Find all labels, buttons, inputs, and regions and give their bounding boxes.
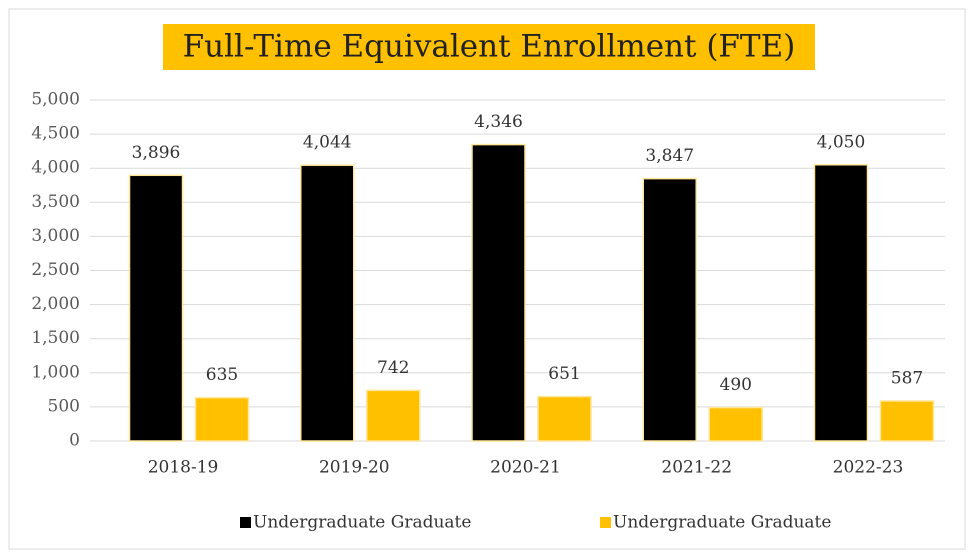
data-label: 4,050: [817, 132, 866, 152]
y-tick-label: 4,000: [31, 158, 80, 178]
bar: [194, 396, 250, 442]
x-tick-label: 2022-23: [833, 458, 904, 478]
data-label: 4,346: [474, 112, 523, 132]
data-label: 635: [206, 365, 238, 385]
legend-swatch: [600, 517, 611, 528]
data-label: 587: [891, 368, 923, 388]
data-label: 490: [720, 375, 752, 395]
y-tick-label: 500: [48, 396, 80, 416]
x-tick-label: 2020-21: [490, 458, 561, 478]
bar: [366, 389, 421, 442]
bar: [128, 174, 184, 442]
legend-swatch: [240, 517, 251, 528]
data-label: 742: [377, 358, 409, 378]
y-tick-label: 3,500: [31, 192, 80, 212]
bar: [813, 164, 869, 442]
data-label: 3,847: [645, 146, 694, 166]
title-background: [163, 24, 815, 70]
data-label: 3,896: [132, 143, 181, 163]
y-tick-label: 0: [69, 431, 80, 451]
bar: [300, 164, 355, 442]
legend-label: Undergraduate Graduate: [253, 513, 471, 533]
chart-title: Full-Time Equivalent Enrollment (FTE): [183, 29, 796, 65]
data-label: 651: [548, 364, 580, 384]
y-tick-label: 1,500: [31, 328, 80, 348]
bar: [537, 395, 592, 442]
y-tick-label: 2,000: [31, 294, 80, 314]
bar: [708, 406, 763, 442]
y-tick-label: 5,000: [31, 90, 80, 110]
data-label: 4,044: [303, 133, 352, 153]
x-tick-label: 2021-22: [661, 458, 732, 478]
x-tick-label: 2018-19: [148, 458, 219, 478]
y-tick-label: 3,000: [31, 226, 80, 246]
legend-label: Undergraduate Graduate: [613, 513, 831, 533]
bar: [642, 177, 697, 442]
x-tick-label: 2019-20: [319, 458, 390, 478]
y-tick-label: 2,500: [31, 260, 80, 280]
y-tick-label: 1,000: [31, 362, 80, 382]
y-tick-label: 4,500: [31, 124, 80, 144]
bar: [471, 143, 526, 442]
bar: [879, 400, 935, 442]
